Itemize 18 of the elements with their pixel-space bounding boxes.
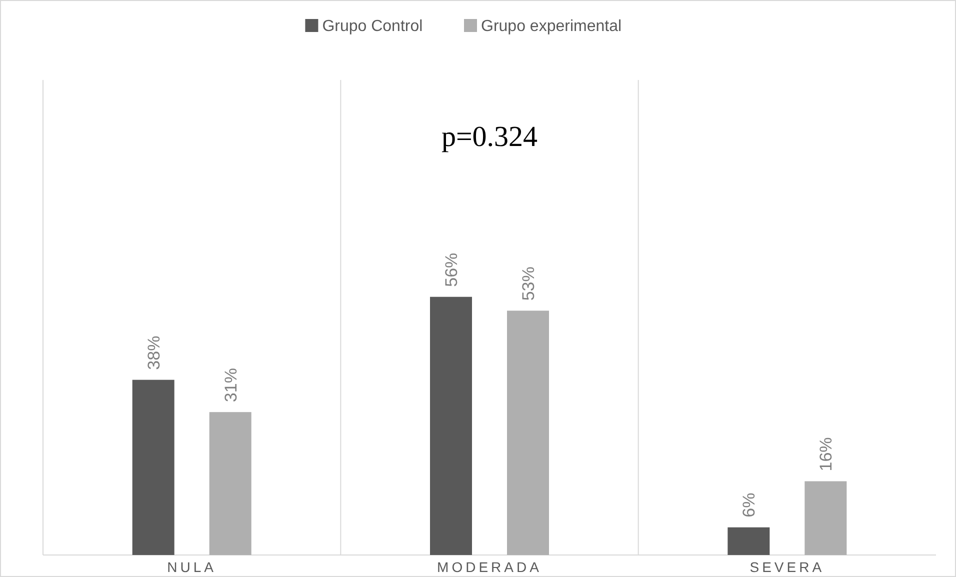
legend-label: Grupo Control: [322, 18, 423, 35]
data-label: 6%: [740, 492, 759, 518]
bar: [804, 481, 847, 555]
data-label: 16%: [816, 437, 836, 472]
bar: [728, 527, 770, 555]
bar: [430, 296, 472, 555]
x-tick-label: NULA: [167, 559, 217, 575]
x-tick-label: MODERADA: [437, 559, 542, 575]
data-label: 31%: [221, 368, 240, 402]
text: p=0.324: [441, 121, 538, 153]
bar: [209, 412, 252, 555]
data-label: 38%: [144, 336, 164, 370]
legend-label: Grupo experimental: [481, 18, 622, 35]
data-label: 53%: [519, 266, 538, 301]
x-tick-label: SEVERA: [750, 559, 825, 575]
bar: [507, 310, 549, 555]
bar: [132, 380, 174, 555]
data-label: 56%: [442, 252, 461, 287]
